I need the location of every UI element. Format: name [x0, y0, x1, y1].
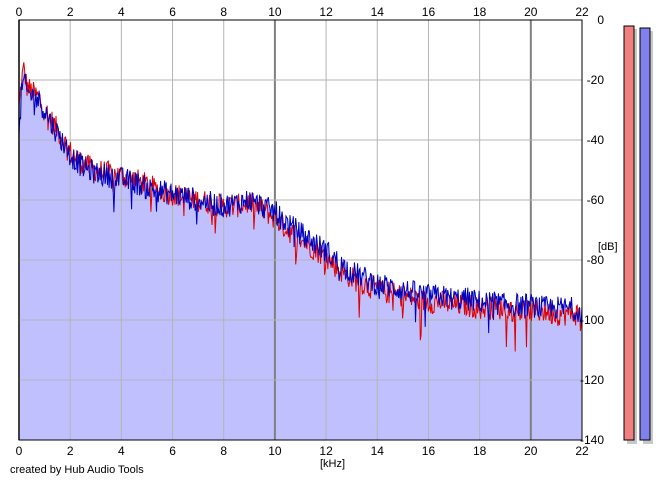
x-tick-label-bottom: 10	[268, 444, 282, 458]
x-tick-label-bottom: 0	[16, 444, 23, 458]
plot-frame	[18, 19, 583, 441]
x-tick-label-top: 20	[524, 5, 538, 19]
y-tick-label: -40	[587, 133, 605, 147]
x-tick-label-bottom: 8	[220, 444, 227, 458]
y-tick-label: -60	[587, 193, 605, 207]
x-tick-label-bottom: 22	[575, 444, 589, 458]
x-tick-label-top: 22	[575, 5, 589, 19]
x-tick-label-top: 6	[169, 5, 176, 19]
y-tick-label: -80	[587, 253, 605, 267]
y-tick-labels: 0 -20 -40 -60 -80 -100 -120 -140	[580, 13, 604, 447]
x-tick-label-top: 10	[268, 5, 282, 19]
x-tick-label-bottom: 4	[118, 444, 125, 458]
x-tick-label-bottom: 16	[422, 444, 436, 458]
y-tick-label: -140	[580, 433, 604, 447]
y-tick-label: -20	[587, 73, 605, 87]
x-tick-label-bottom: 6	[169, 444, 176, 458]
x-tick-label-top: 0	[16, 5, 23, 19]
x-tick-label-top: 14	[371, 5, 385, 19]
spectrum-area-fill	[19, 62, 582, 441]
x-tick-label-bottom: 2	[67, 444, 74, 458]
level-meters	[623, 25, 653, 444]
y-tick-label: -100	[580, 313, 604, 327]
x-tick-label-top: 12	[319, 5, 333, 19]
level-meter-left	[623, 25, 635, 441]
x-tick-label-top: 8	[220, 5, 227, 19]
x-tick-label-bottom: 20	[524, 444, 538, 458]
x-tick-label-top: 18	[473, 5, 487, 19]
x-tick-label-top: 2	[67, 5, 74, 19]
x-tick-label-bottom: 18	[473, 444, 487, 458]
x-tick-label-top: 4	[118, 5, 125, 19]
x-tick-label-bottom: 14	[371, 444, 385, 458]
y-tick-label: 0	[597, 13, 604, 27]
level-meter-right	[639, 27, 651, 441]
y-axis-unit: [dB]	[598, 241, 618, 253]
x-axis-unit: [kHz]	[320, 458, 345, 470]
series-blue-line	[18, 73, 583, 334]
x-tick-label-bottom: 12	[319, 444, 333, 458]
y-tick-label: -120	[580, 373, 604, 387]
x-tick-label-top: 16	[422, 5, 436, 19]
credit-text: created by Hub Audio Tools	[10, 464, 144, 476]
